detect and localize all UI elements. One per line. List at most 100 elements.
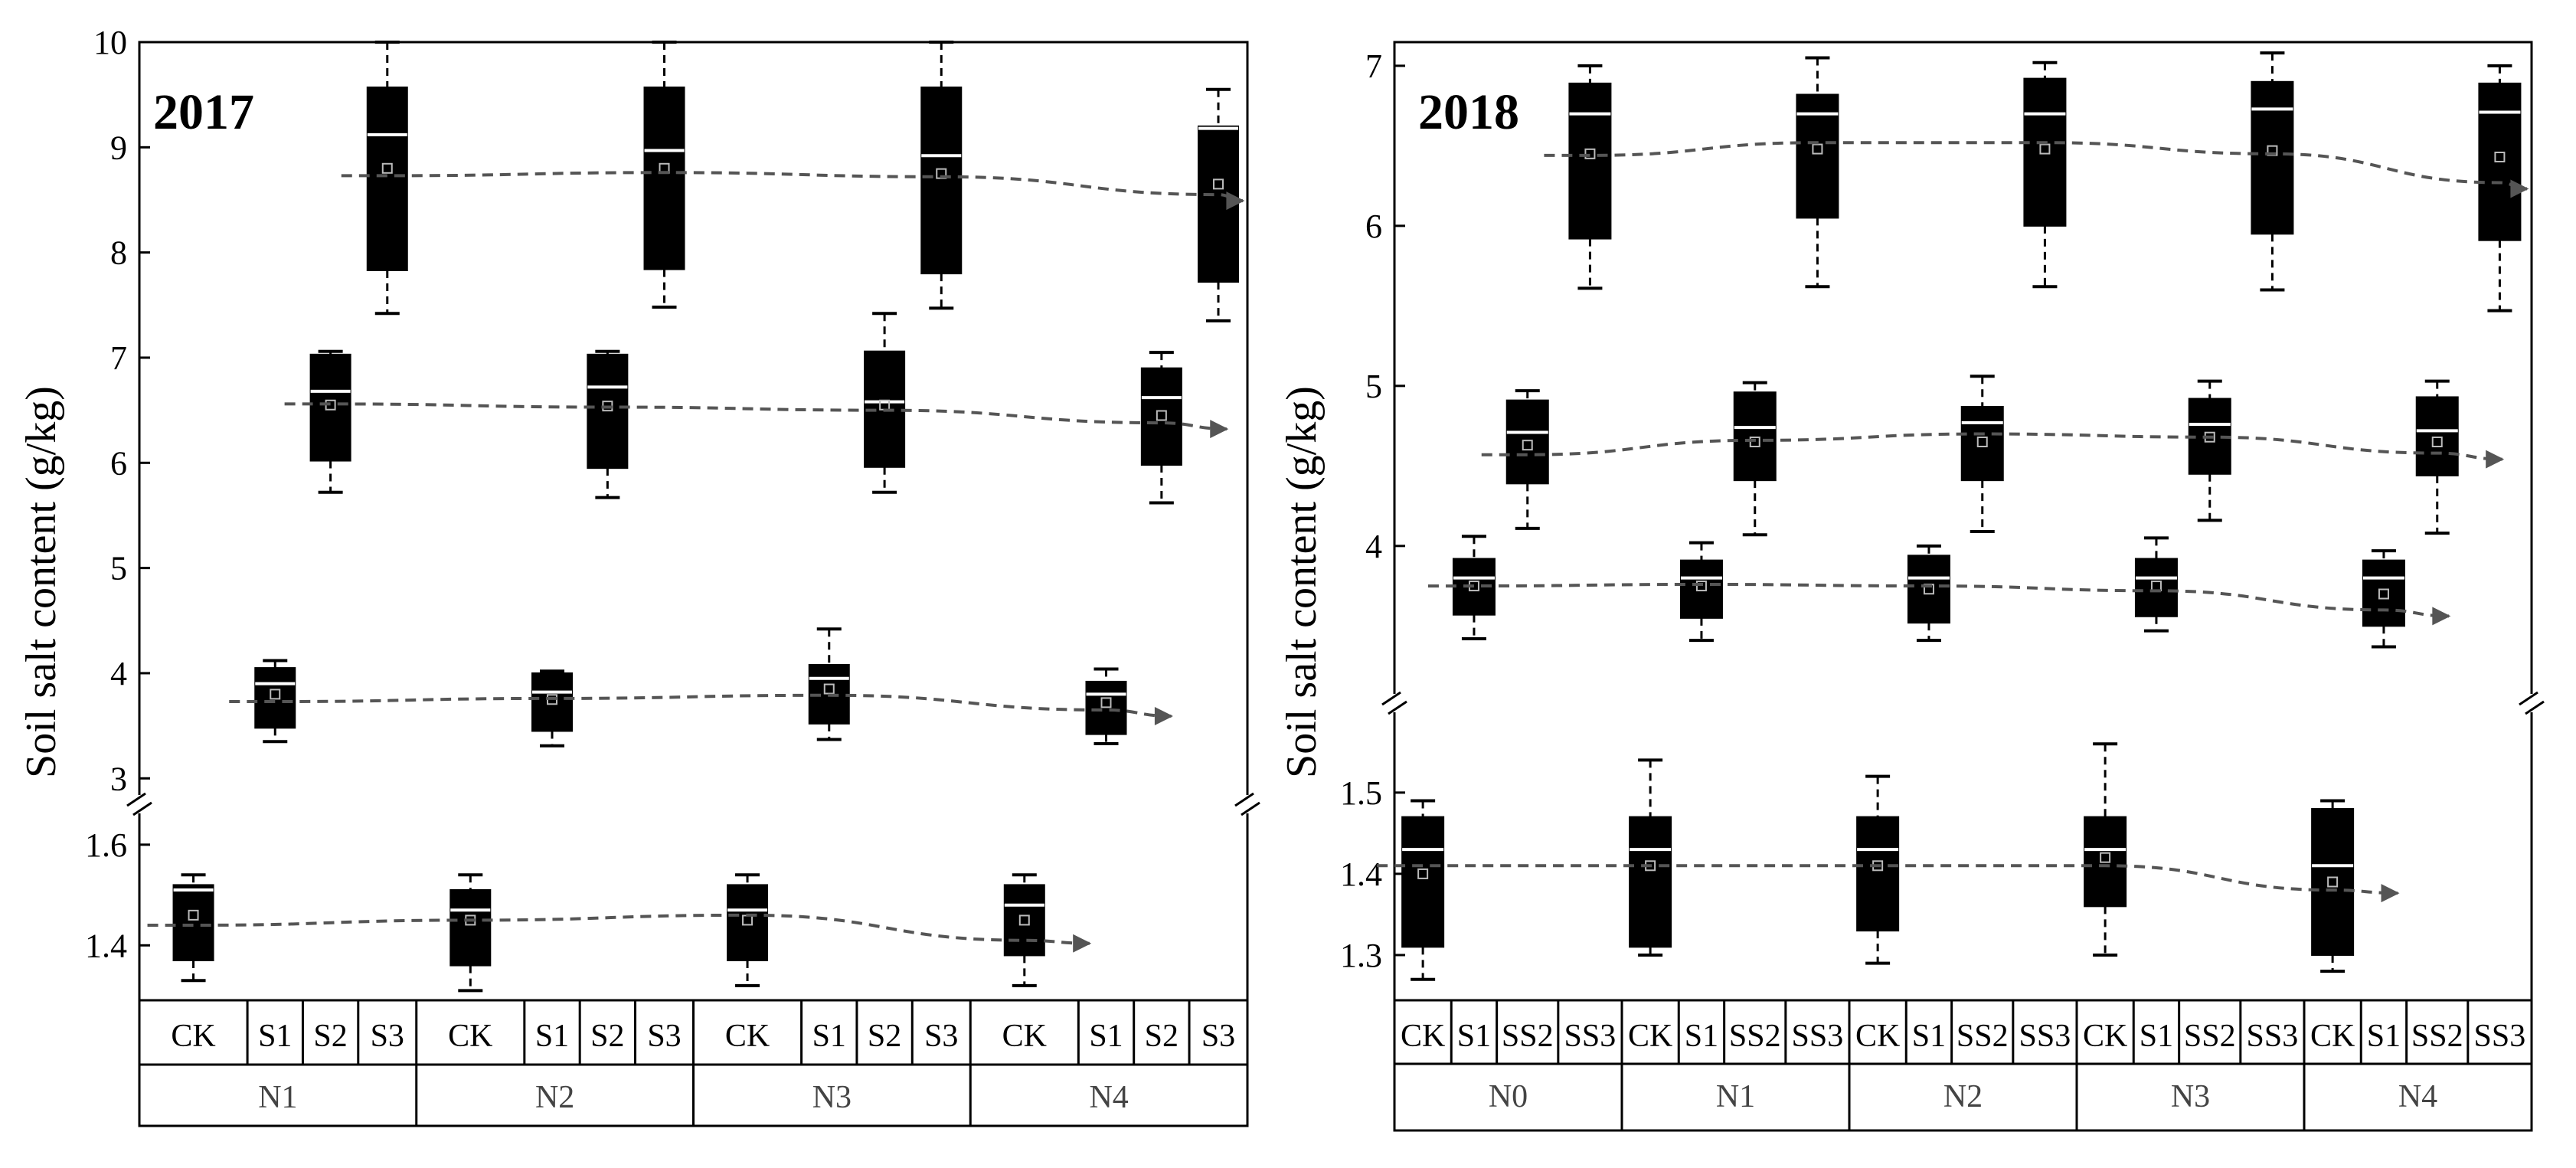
- category-label: SS2: [2184, 1019, 2236, 1054]
- trend-arrow-CK: [147, 913, 1092, 953]
- box-mean-marker: [2100, 852, 2111, 863]
- box-N2-CK: [1856, 774, 1900, 965]
- box-N4-S1: [2362, 549, 2405, 649]
- trend-arrow-CK: [1377, 864, 2400, 903]
- category-label: CK: [725, 1019, 770, 1054]
- box-iqr: [1907, 555, 1950, 624]
- box-N2-S3: [643, 41, 685, 309]
- box-iqr: [1568, 82, 1612, 240]
- box-N1-SS2: [1733, 381, 1777, 537]
- category-label: CK: [2083, 1019, 2127, 1054]
- box-N2-S1: [531, 669, 574, 748]
- box-N1-S3: [366, 41, 408, 316]
- axis-break-mark: [132, 801, 152, 816]
- box-N2-S1: [1907, 544, 1950, 643]
- group-label: N0: [1489, 1079, 1528, 1114]
- y-tick-label: 4: [1365, 528, 1382, 565]
- y-tick-label: 6: [1365, 208, 1382, 245]
- axis-break-mark: [2525, 700, 2545, 715]
- category-label: SS3: [2474, 1019, 2526, 1054]
- box-iqr: [309, 353, 351, 462]
- y-tick-label: 9: [110, 129, 127, 166]
- y-tick-label: 1.3: [1340, 937, 1382, 974]
- trend-arrow-SS2: [1481, 432, 2505, 469]
- y-tick-label: 1.6: [85, 826, 127, 864]
- box-iqr: [1401, 816, 1445, 948]
- box-iqr: [1679, 559, 1723, 619]
- box-mean-marker: [1749, 436, 1760, 447]
- category-label: S1: [2367, 1019, 2401, 1054]
- box-mean-marker: [270, 689, 281, 700]
- box-iqr: [531, 672, 574, 732]
- category-label: CK: [2310, 1019, 2355, 1054]
- y-tick-label: 7: [1365, 47, 1382, 85]
- trend-arrow-S2: [284, 402, 1229, 439]
- box-iqr: [172, 884, 214, 962]
- box-N3-SS2: [2188, 379, 2231, 522]
- box-mean-marker: [1584, 148, 1596, 159]
- box-iqr: [1140, 367, 1182, 466]
- group-label: N3: [812, 1080, 852, 1115]
- trend-arrow-SS3: [1544, 141, 2529, 198]
- box-iqr: [643, 87, 685, 270]
- group-label: N2: [1943, 1079, 1983, 1114]
- box-N2-SS3: [2023, 61, 2067, 289]
- y-tick-label: 8: [110, 234, 127, 272]
- box-iqr: [2023, 77, 2067, 227]
- box-mean-marker: [1976, 436, 1988, 447]
- box-N1-S1: [1679, 541, 1723, 643]
- category-label: S1: [258, 1019, 292, 1054]
- category-label: CK: [171, 1019, 215, 1054]
- box-mean-marker: [381, 162, 393, 174]
- category-label: S3: [1201, 1019, 1235, 1054]
- box-N3-S2: [864, 312, 906, 494]
- category-label: CK: [1002, 1019, 1047, 1054]
- box-mean-marker: [823, 683, 835, 695]
- category-label: S1: [535, 1019, 569, 1054]
- category-label: S1: [2140, 1019, 2173, 1054]
- box-iqr: [2251, 80, 2294, 235]
- category-label: SS2: [1729, 1019, 1781, 1054]
- plot-frame: [138, 41, 1249, 1127]
- category-label: SS3: [2247, 1019, 2299, 1054]
- box-N3-SS3: [2251, 51, 2294, 292]
- box-iqr: [254, 667, 296, 729]
- box-mean-marker: [2494, 152, 2506, 163]
- box-N1-CK: [1629, 758, 1672, 957]
- y-tick-label: 1.4: [1340, 856, 1382, 893]
- category-label: S3: [371, 1019, 404, 1054]
- axis-break-mark: [1234, 792, 1254, 807]
- box-N2-SS2: [1960, 375, 2004, 534]
- box-mean-marker: [1695, 581, 1707, 592]
- box-iqr: [2362, 559, 2405, 627]
- box-mean-marker: [1812, 143, 1823, 155]
- category-label: S1: [1912, 1019, 1946, 1054]
- box-N0-SS2: [1505, 389, 1549, 530]
- axis-break-mark: [126, 792, 146, 807]
- box-N1-CK: [172, 873, 214, 983]
- box-N1-SS3: [1796, 56, 1839, 289]
- category-label: S2: [1145, 1019, 1178, 1054]
- y-tick-label: 7: [110, 339, 127, 377]
- axis-break-mark: [1388, 700, 1407, 715]
- box-mean-marker: [1213, 178, 1224, 190]
- box-iqr: [727, 884, 769, 962]
- category-label: S1: [812, 1019, 846, 1054]
- box-mean-marker: [1522, 440, 1533, 451]
- box-mean-marker: [1018, 914, 1030, 926]
- box-N4-CK: [2311, 799, 2355, 973]
- box-N0-SS3: [1568, 64, 1612, 290]
- panel-2017: 3 4 5 6 7 8 9 10 1.4 1.6 Soil salt content (g/kg) 2…: [18, 24, 1260, 1127]
- group-label: N4: [2398, 1079, 2437, 1114]
- box-mean-marker: [1156, 410, 1167, 421]
- y-axis-title: Soil salt content (g/kg): [18, 386, 65, 778]
- box-N0-S1: [1452, 535, 1496, 641]
- box-N4-S1: [1085, 667, 1127, 745]
- box-mean-marker: [188, 909, 199, 921]
- trend-arrow-S1: [1427, 582, 2451, 626]
- category-label: CK: [448, 1019, 492, 1054]
- box-N3-S1: [2134, 536, 2178, 633]
- box-mean-marker: [2039, 143, 2051, 155]
- box-N0-CK: [1401, 799, 1445, 981]
- group-label: N2: [535, 1080, 574, 1115]
